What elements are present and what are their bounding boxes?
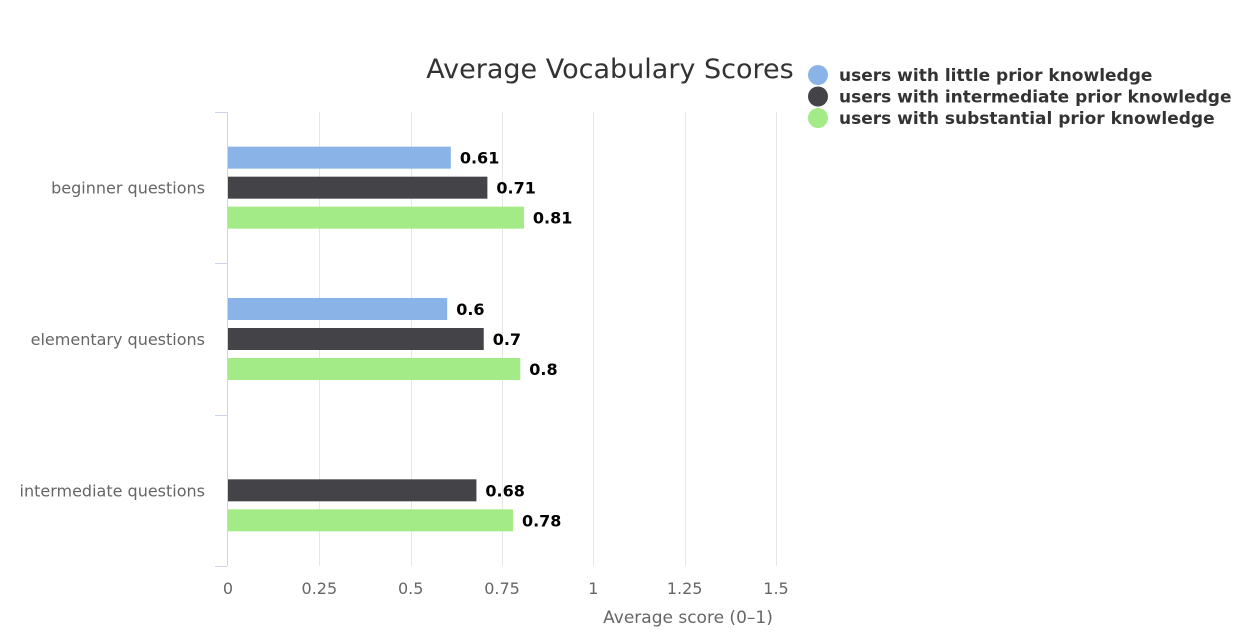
- category-label: intermediate questions: [20, 481, 206, 500]
- x-tick-label: 0.75: [484, 579, 520, 598]
- data-labels: 0.61 0.71 0.81 0.6 0.7 0.8 0.68 0.78: [456, 149, 572, 531]
- x-tick-label: 0.5: [398, 579, 423, 598]
- axes: 0 0.25 0.5 0.75 1 1.25 1.5 beginner questions el…: [20, 112, 789, 598]
- legend-marker: [808, 108, 828, 128]
- data-label: 0.6: [456, 300, 484, 319]
- legend-item[interactable]: users with intermediate prior knowledge: [808, 86, 1232, 108]
- bar[interactable]: [228, 206, 524, 229]
- legend-label: users with substantial prior knowledge: [839, 109, 1215, 129]
- bar[interactable]: [228, 509, 513, 532]
- bars: [228, 146, 524, 532]
- data-label: 0.7: [493, 330, 521, 349]
- legend-item[interactable]: users with substantial prior knowledge: [808, 108, 1215, 129]
- legend-marker: [808, 86, 828, 107]
- x-tick-label: 0.25: [302, 579, 338, 598]
- x-axis-title: Average score (0–1): [603, 608, 773, 628]
- data-label: 0.61: [460, 149, 499, 168]
- data-label: 0.78: [522, 511, 561, 530]
- x-tick-label: 1: [588, 579, 598, 598]
- data-label: 0.8: [529, 360, 557, 379]
- bar[interactable]: [228, 358, 521, 380]
- data-label: 0.71: [496, 179, 535, 198]
- bar[interactable]: [228, 176, 488, 199]
- data-label: 0.81: [533, 209, 572, 228]
- x-tick-label: 0: [223, 579, 233, 598]
- bar[interactable]: [228, 328, 484, 350]
- legend-marker: [808, 65, 828, 85]
- legend-label: users with little prior knowledge: [839, 66, 1152, 86]
- category-label: beginner questions: [51, 179, 205, 198]
- chart-title: Average Vocabulary Scores: [426, 54, 793, 85]
- legend-label: users with intermediate prior knowledge: [839, 88, 1232, 108]
- bar[interactable]: [228, 146, 451, 169]
- legend-item[interactable]: users with little prior knowledge: [808, 65, 1152, 86]
- category-label: elementary questions: [31, 330, 205, 349]
- x-tick-label: 1.25: [667, 579, 703, 598]
- bar[interactable]: [228, 298, 448, 320]
- data-label: 0.68: [485, 481, 524, 500]
- bar[interactable]: [228, 479, 477, 502]
- x-tick-label: 1.5: [763, 579, 788, 598]
